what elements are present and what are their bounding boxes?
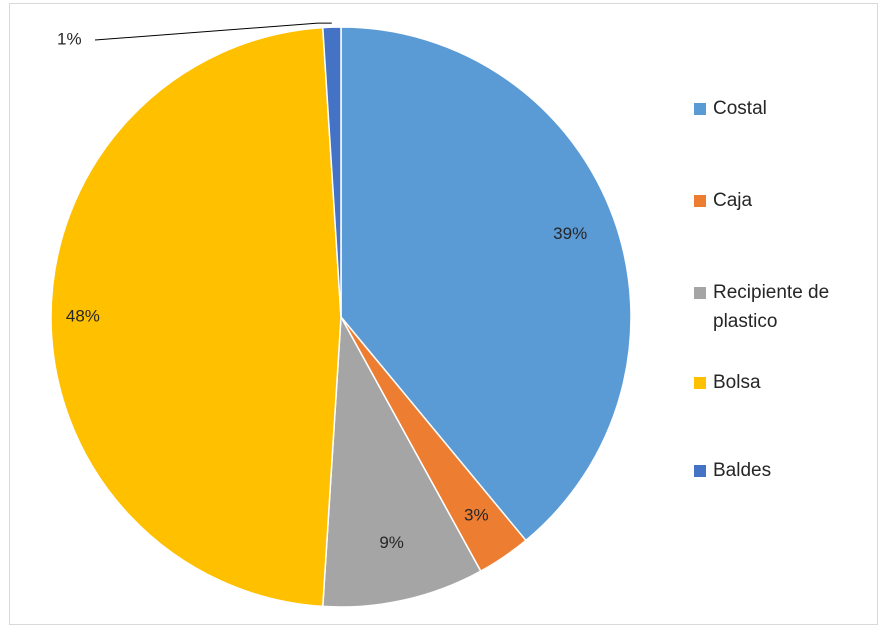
legend-item-caja: Caja	[694, 190, 753, 211]
legend-swatch-baldes	[694, 465, 706, 477]
legend-swatch-caja	[694, 195, 706, 207]
legend-item-costal: Costal	[694, 98, 767, 119]
data-labels: 39% 3% 9% 48% 1%	[57, 29, 587, 551]
data-label-costal: 39%	[553, 224, 587, 243]
pie-slice-bolsa	[50, 26, 342, 608]
legend-swatch-bolsa	[694, 377, 706, 389]
legend-swatch-recipiente-de-plastico	[694, 287, 706, 299]
legend-item-bolsa: Bolsa	[694, 372, 761, 393]
legend: Costal Caja Recipiente de plastico Bolsa Bald…	[694, 98, 829, 481]
chart-area: 39% 3% 9% 48% 1% Costal Caja Recipiente de plas…	[9, 3, 878, 625]
legend-item-recipiente-de-plastico: Recipiente de plastico	[694, 282, 829, 332]
pie-slice-baldes	[321, 26, 342, 318]
data-label-baldes: 1%	[57, 29, 82, 48]
pie-chart: 39% 3% 9% 48% 1% Costal Caja Recipiente de plas…	[50, 22, 829, 608]
legend-label-costal: Costal	[713, 98, 767, 119]
legend-label-caja: Caja	[713, 190, 753, 211]
leader-lines	[94, 22, 332, 41]
pie-slice-recipiente-de-plastico	[321, 314, 482, 608]
legend-label-recipiente-de-plastico: Recipiente de plastico	[713, 282, 829, 332]
legend-label-bolsa: Bolsa	[713, 372, 761, 393]
data-label-recipiente-de-plastico: 9%	[379, 533, 404, 552]
pie-slices	[50, 26, 632, 608]
legend-swatch-costal	[694, 103, 706, 115]
legend-label-baldes: Baldes	[713, 460, 771, 481]
data-label-bolsa: 48%	[66, 306, 100, 325]
leader-line-baldes	[94, 22, 332, 41]
pie-slice-costal	[340, 26, 632, 542]
data-label-caja: 3%	[464, 506, 489, 525]
legend-item-baldes: Baldes	[694, 460, 771, 481]
